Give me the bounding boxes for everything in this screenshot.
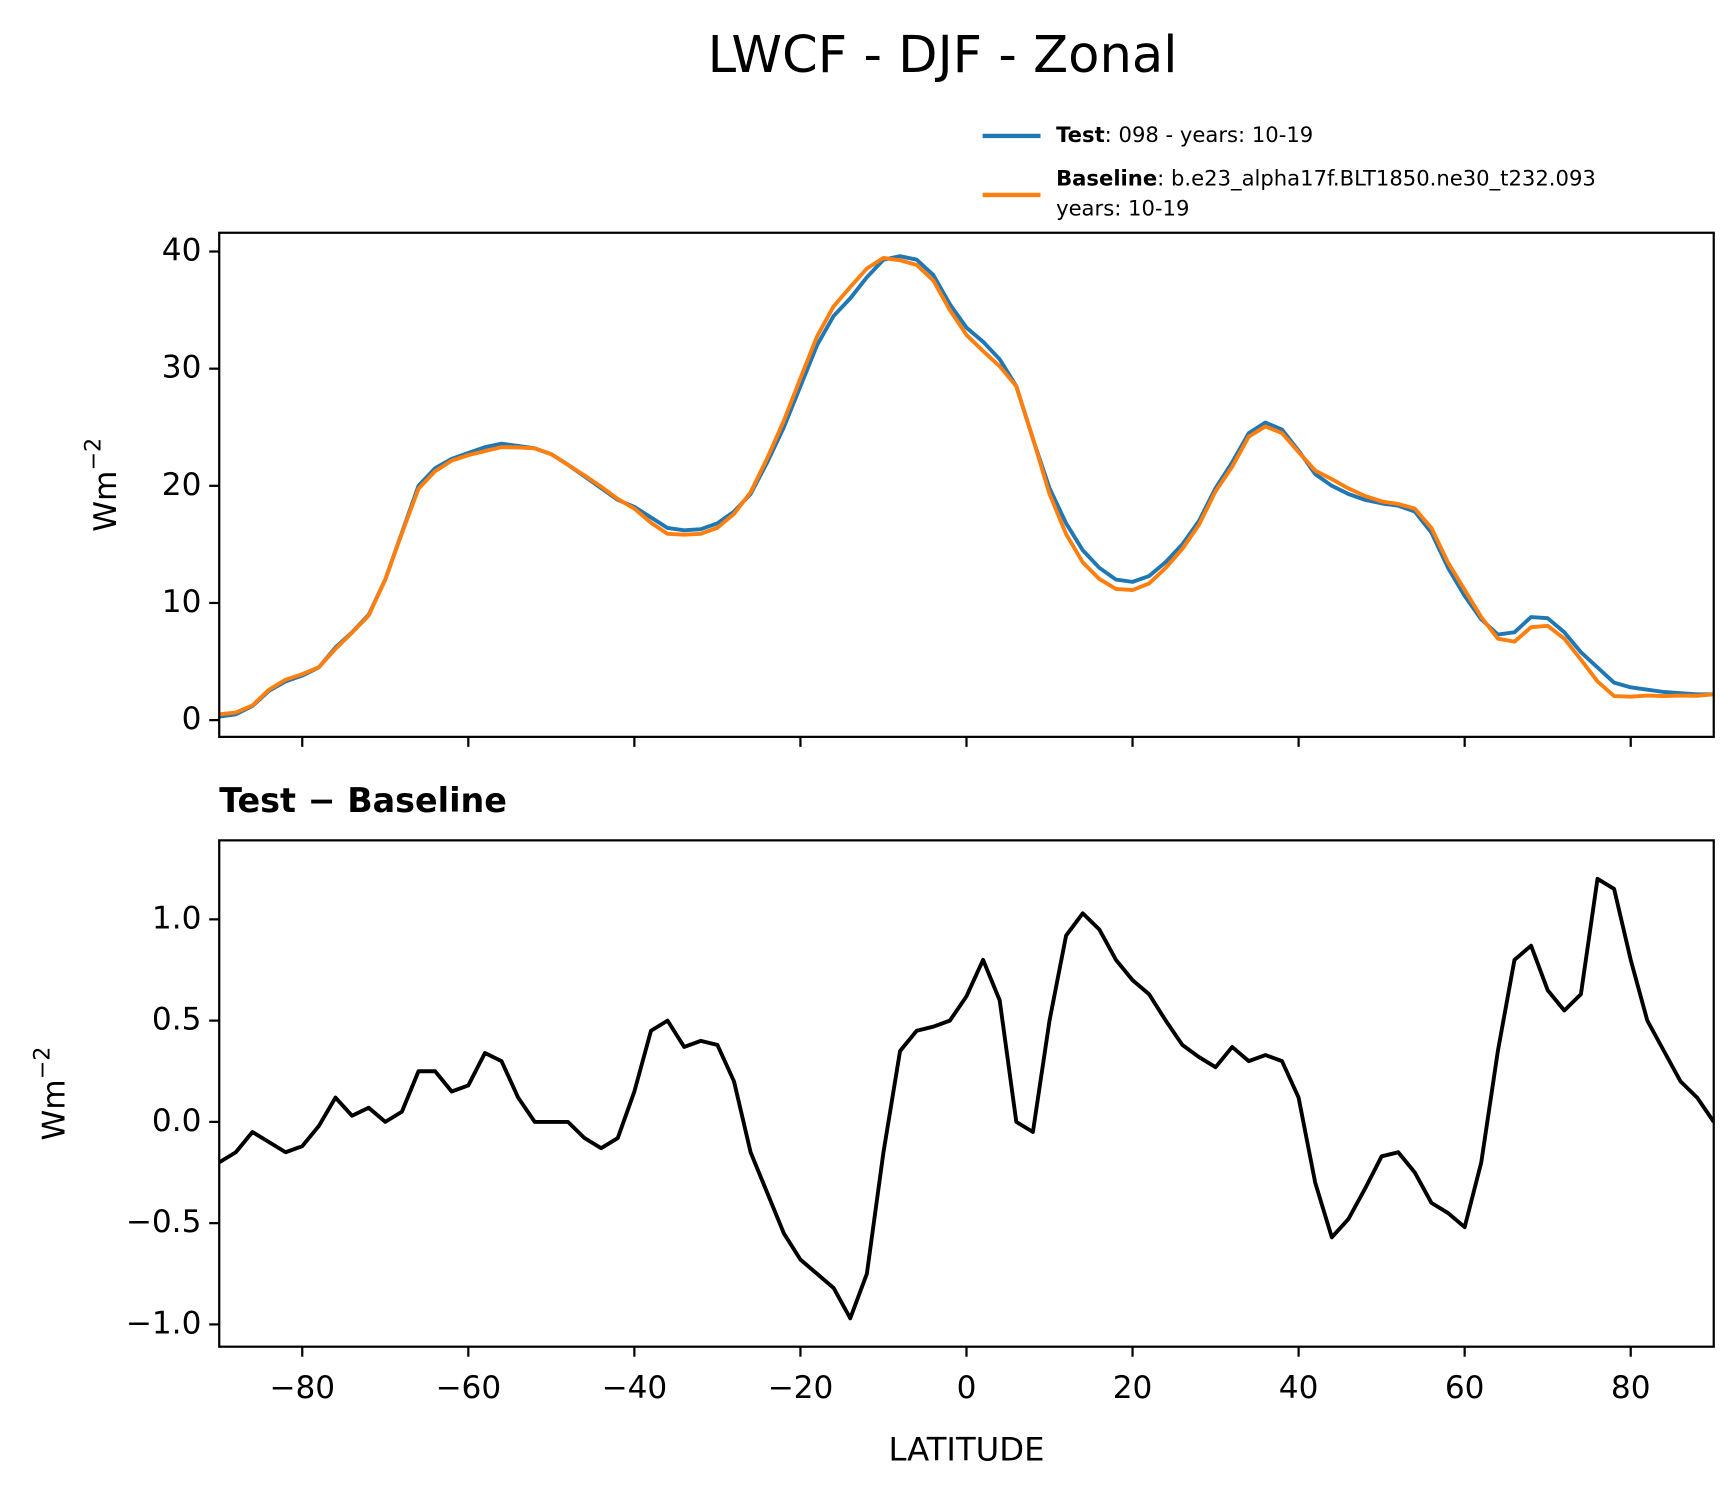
y-tick-label: 10 (162, 584, 202, 620)
x-tick-label: 60 (1445, 1370, 1485, 1406)
data-line (219, 254, 1714, 719)
y-tick-label: 0.0 (152, 1103, 202, 1139)
x-tick-label: −20 (768, 1370, 834, 1406)
legend-name: Baseline (1056, 165, 1157, 190)
legend-label: Baseline: b.e23_alpha17f.BLT1850.ne30_t2… (1056, 165, 1596, 191)
legend-description: : 098 - years: 10-19 (1105, 122, 1314, 147)
y-label-exponent: −2 (80, 438, 106, 471)
axes-frame (218, 231, 1715, 738)
x-tick-label: 0 (957, 1370, 977, 1406)
x-tick-label: 20 (1113, 1370, 1153, 1406)
y-tick-label: 1.0 (152, 900, 202, 936)
figure-title: LWCF - DJF - Zonal (708, 25, 1178, 85)
legend-label: Test: 098 - years: 10-19 (1056, 122, 1313, 147)
legend-description: : b.e23_alpha17f.BLT1850.ne30_t232.093 (1157, 165, 1596, 191)
y-tick-label: 0 (182, 701, 202, 737)
axes-frame (218, 839, 1715, 1348)
x-tick-label: 40 (1279, 1370, 1319, 1406)
x-tick-label: 80 (1611, 1370, 1651, 1406)
y-axis-label: Wm−2 (29, 1047, 73, 1141)
x-tick-label: −80 (269, 1370, 335, 1406)
y-tick-label: 30 (162, 350, 202, 386)
axes-title: Test − Baseline (219, 781, 507, 820)
x-tick-label: −60 (435, 1370, 501, 1406)
y-tick-label: 40 (162, 233, 202, 269)
y-tick-label: 0.5 (152, 1002, 202, 1038)
y-tick-label: −0.5 (126, 1204, 202, 1240)
x-tick-label: −40 (602, 1370, 668, 1406)
y-label-exponent: −2 (29, 1047, 55, 1080)
y-axis-label: Wm−2 (80, 438, 124, 532)
x-axis-label: LATITUDE (888, 1430, 1044, 1468)
legend-description: years: 10-19 (1056, 195, 1189, 220)
y-label-base: Wm (37, 1079, 73, 1140)
data-line (219, 876, 1714, 1321)
data-line (219, 255, 1714, 717)
y-label-base: Wm (88, 471, 124, 532)
y-tick-label: −1.0 (126, 1305, 202, 1341)
y-tick-label: 20 (162, 467, 202, 503)
legend-name: Test (1056, 122, 1105, 147)
